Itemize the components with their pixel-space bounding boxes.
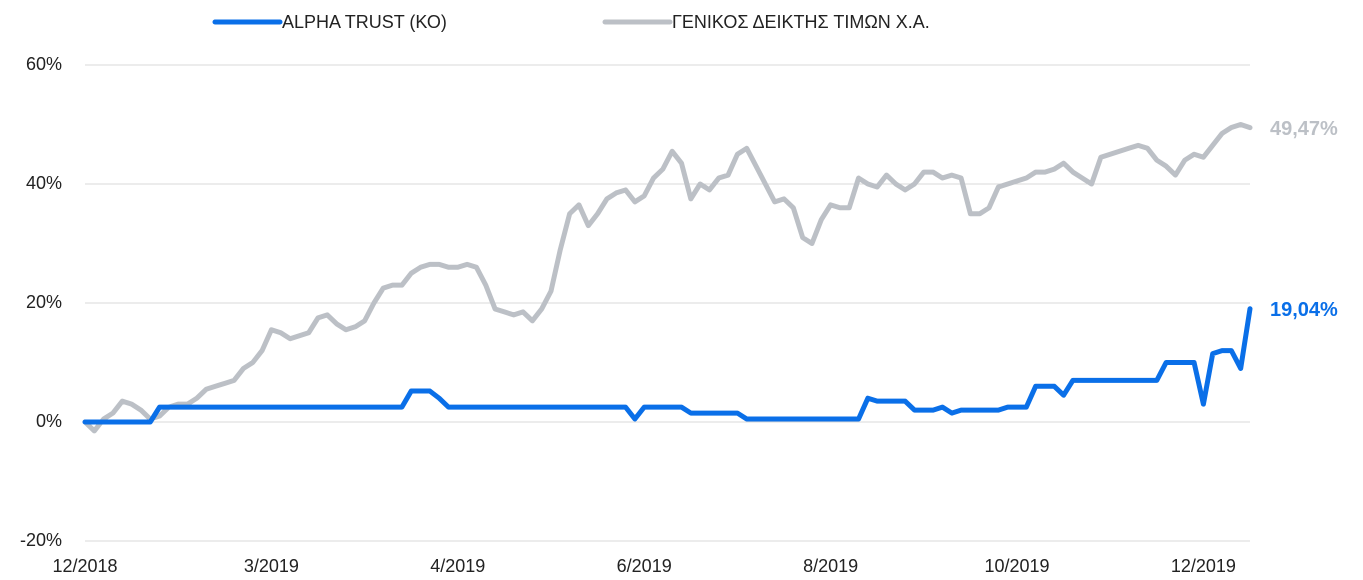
legend-label: ALPHA TRUST (ΚΟ) <box>282 12 447 32</box>
x-tick-label: 12/2018 <box>52 556 117 576</box>
legend-label: ΓΕΝΙΚΟΣ ΔΕΙΚΤΗΣ ΤΙΜΩΝ Χ.Α. <box>672 12 930 32</box>
end-value-label: 19,04% <box>1270 299 1338 321</box>
series-line <box>82 122 1253 434</box>
y-tick-label: 0% <box>36 411 62 431</box>
y-tick-label: -20% <box>20 530 62 550</box>
x-tick-label: 8/2019 <box>803 556 858 576</box>
x-tick-label: 6/2019 <box>617 556 672 576</box>
end-value-label: 49,47% <box>1270 118 1338 140</box>
y-tick-label: 60% <box>26 54 62 74</box>
y-tick-label: 20% <box>26 292 62 312</box>
x-tick-label: 10/2019 <box>984 556 1049 576</box>
x-tick-label: 4/2019 <box>430 556 485 576</box>
y-tick-label: 40% <box>26 173 62 193</box>
x-tick-label: 3/2019 <box>244 556 299 576</box>
x-tick-label: 12/2019 <box>1171 556 1236 576</box>
series-line <box>82 306 1253 425</box>
